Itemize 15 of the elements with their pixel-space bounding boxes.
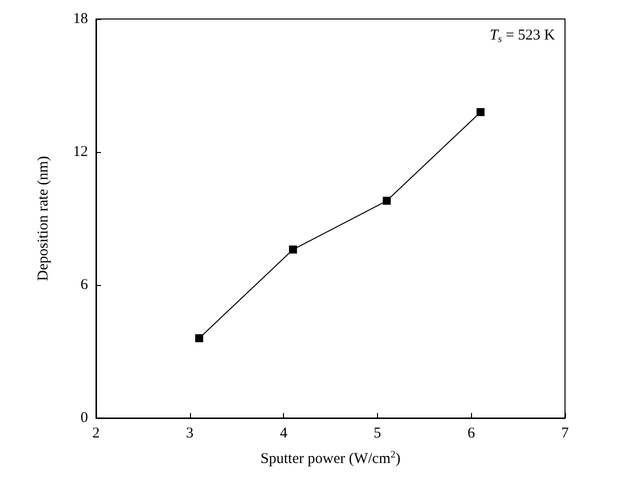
x-tick-label: 3 <box>186 426 194 442</box>
x-tick-label: 2 <box>92 426 100 442</box>
x-tick-label: 7 <box>561 426 570 442</box>
point <box>476 108 485 116</box>
x-tick-label: 6 <box>467 426 476 442</box>
y-tick-label: 18 <box>73 11 88 27</box>
point <box>195 334 204 342</box>
y-tick-label: 12 <box>73 144 88 160</box>
y-axis-title: Deposition rate (nm) <box>36 156 52 281</box>
y-tick-label: 6 <box>80 277 88 293</box>
point <box>288 246 297 254</box>
point <box>382 196 391 205</box>
x-tick-label: 5 <box>374 426 382 442</box>
y-tick-label: 0 <box>80 410 88 426</box>
x-tick-label: 4 <box>280 426 288 442</box>
